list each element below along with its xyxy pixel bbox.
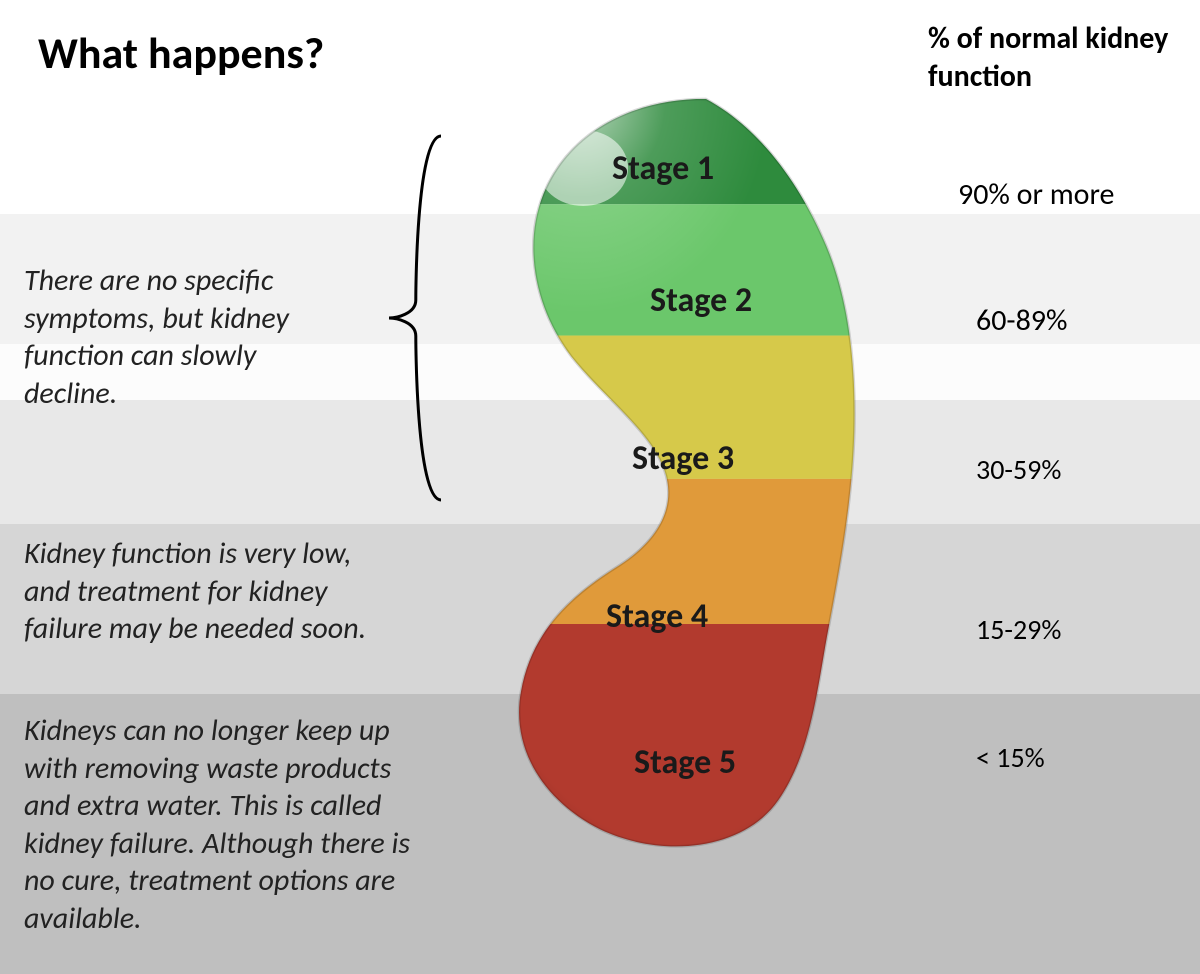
stage-percentage: 30-59% xyxy=(976,452,1061,487)
stage-description: There are no specific symptoms, but kidn… xyxy=(24,262,384,412)
stage-description: Kidney function is very low, and treatme… xyxy=(24,535,444,648)
stage-percentage: < 15% xyxy=(976,740,1045,775)
percent-header: % of normal kidney function xyxy=(928,20,1168,95)
stage-description: Kidneys can no longer keep up with remov… xyxy=(24,712,484,937)
stage-label: Stage 3 xyxy=(632,438,734,479)
stage-label: Stage 4 xyxy=(606,596,708,637)
page-title: What happens? xyxy=(38,26,324,80)
stage-percentage: 90% or more xyxy=(958,176,1114,213)
stage-percentage: 15-29% xyxy=(976,612,1061,647)
stage-label: Stage 1 xyxy=(612,148,714,189)
brace-icon xyxy=(385,132,441,504)
stage-label: Stage 2 xyxy=(650,280,752,321)
stage-percentage: 60-89% xyxy=(976,302,1067,339)
stage-label: Stage 5 xyxy=(634,742,736,783)
